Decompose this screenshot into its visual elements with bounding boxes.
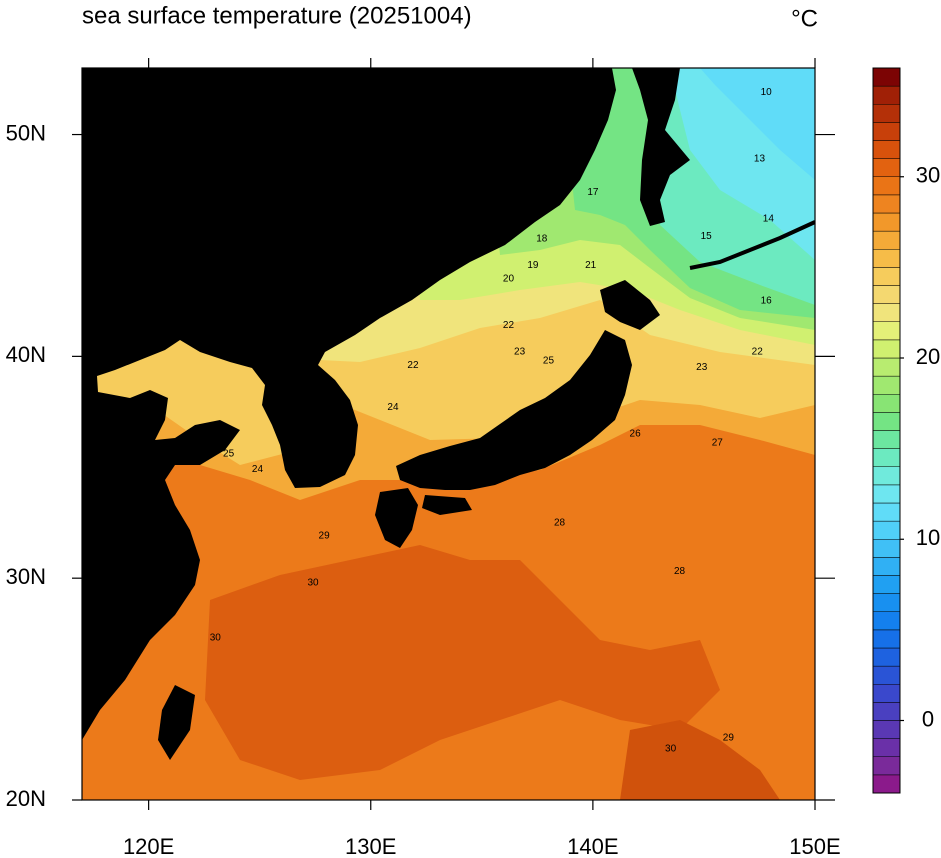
colorbar-box xyxy=(872,756,901,776)
contour-label: 17 xyxy=(587,187,599,198)
colorbar-box xyxy=(872,267,901,286)
colorbar-box xyxy=(872,430,901,449)
y-tick-label: 20N xyxy=(6,786,46,811)
contour-label: 20 xyxy=(503,273,515,284)
y-tick-label: 30N xyxy=(6,564,46,589)
contour-label: 23 xyxy=(696,362,708,373)
colorbar-box xyxy=(872,412,901,431)
colorbar-box xyxy=(872,611,901,631)
colorbar-frame xyxy=(872,67,901,794)
colorbar-box xyxy=(872,557,901,576)
contour-label: 30 xyxy=(210,633,222,644)
contour-label: 25 xyxy=(543,355,555,366)
colorbar-label: 30 xyxy=(916,163,940,188)
sst-field xyxy=(82,68,815,800)
sea-30 xyxy=(205,545,720,780)
colorbar-box xyxy=(872,67,901,87)
contour-label: 10 xyxy=(761,87,773,98)
land-honshu xyxy=(396,330,632,490)
contour-label: 22 xyxy=(503,320,515,331)
colorbar-box xyxy=(872,375,901,395)
colorbar-box xyxy=(872,230,901,250)
land-shikoku xyxy=(422,495,472,515)
contour-label: 28 xyxy=(674,566,686,577)
colorbar-box xyxy=(872,593,901,612)
contour-label: 24 xyxy=(387,402,399,413)
land-sakhalin xyxy=(632,68,690,226)
map-frame xyxy=(81,67,816,801)
colorbar-box xyxy=(872,339,901,359)
colorbar-box xyxy=(872,629,901,649)
colorbar-box xyxy=(872,647,901,667)
x-tick-label: 140E xyxy=(567,834,618,858)
contour-label: 27 xyxy=(712,438,724,449)
contour-label: 22 xyxy=(407,360,419,371)
x-tick-label: 150E xyxy=(789,834,840,858)
land-kyushu xyxy=(375,488,418,548)
y-tick-label: 40N xyxy=(6,342,46,367)
colorbar-box xyxy=(872,539,901,558)
colorbar-label: 20 xyxy=(916,344,940,369)
map-title: sea surface temperature (20251004) xyxy=(82,2,472,29)
colorbar-box xyxy=(872,285,901,304)
colorbar-box xyxy=(872,520,901,540)
land-asia xyxy=(82,68,616,740)
colorbar-box xyxy=(872,122,901,141)
colorbar-box xyxy=(872,702,901,721)
sea-30 xyxy=(620,720,780,800)
colorbar-box xyxy=(872,194,901,214)
contour-label: 19 xyxy=(527,260,539,271)
contour-label: 26 xyxy=(630,429,642,440)
colorbar-box xyxy=(872,738,901,757)
colorbar-box xyxy=(872,357,901,377)
colorbar-box xyxy=(872,394,901,413)
colorbar-box xyxy=(872,466,901,486)
colorbar-box xyxy=(872,303,901,322)
x-tick-label: 120E xyxy=(123,834,174,858)
colorbar-box xyxy=(872,720,901,739)
contour-label: 22 xyxy=(752,347,764,358)
colorbar-box xyxy=(872,321,901,341)
colorbar-box xyxy=(872,140,901,159)
colorbar-label: 10 xyxy=(916,525,940,550)
contour-label: 23 xyxy=(514,347,526,358)
colorbar-box xyxy=(872,448,901,467)
units-label: °C xyxy=(791,5,818,32)
contour-label: 24 xyxy=(252,464,264,475)
colorbar-box xyxy=(872,484,901,504)
contour-label: 16 xyxy=(761,296,773,307)
land-taiwan xyxy=(158,685,195,760)
colorbar-box xyxy=(872,684,901,703)
colorbar-box xyxy=(872,502,901,522)
colorbar-box xyxy=(872,249,901,268)
contour-label: 29 xyxy=(723,733,735,744)
contour-label: 30 xyxy=(307,577,319,588)
colorbar-box xyxy=(872,104,901,123)
y-tick-label: 50N xyxy=(6,120,46,145)
colorbar-box xyxy=(872,85,901,105)
contour-label: 21 xyxy=(585,260,597,271)
colorbar-box xyxy=(872,158,901,177)
contour-label: 29 xyxy=(319,531,331,542)
land-hokkaido xyxy=(600,280,660,330)
contour-label: 14 xyxy=(763,213,775,224)
contour-label: 18 xyxy=(536,233,548,244)
x-tick-label: 130E xyxy=(345,834,396,858)
contour-label: 28 xyxy=(554,517,566,528)
contour-label: 25 xyxy=(223,449,235,460)
colorbar-box xyxy=(872,774,901,794)
colorbar-box xyxy=(872,575,901,594)
sea-10 xyxy=(700,68,815,180)
contour-label: 15 xyxy=(701,231,713,242)
land-kurils xyxy=(689,220,815,270)
colorbar-label: 0 xyxy=(922,706,934,731)
colorbar-box xyxy=(872,176,901,196)
colorbar-box xyxy=(872,212,901,232)
contour-label: 13 xyxy=(754,154,766,165)
contour-label: 30 xyxy=(665,744,677,755)
colorbar-box xyxy=(872,665,901,685)
